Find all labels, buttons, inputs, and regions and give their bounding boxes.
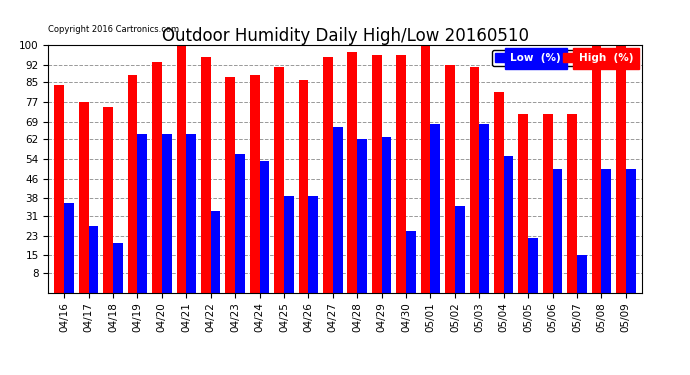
Bar (88, 226, 99, 292)
Bar (113, 243, 123, 292)
Bar (602, 169, 611, 292)
Bar (55, 85, 64, 292)
Bar (152, 62, 162, 292)
Bar (445, 65, 455, 292)
Bar (494, 92, 504, 292)
Bar (201, 57, 210, 292)
Bar (299, 80, 308, 292)
Bar (259, 161, 269, 292)
Bar (274, 67, 284, 292)
Bar (455, 206, 464, 292)
Bar (518, 114, 528, 292)
Bar (284, 196, 294, 292)
Bar (406, 231, 416, 292)
Bar (553, 169, 562, 292)
Bar (480, 124, 489, 292)
Bar (210, 211, 221, 292)
Bar (504, 156, 513, 292)
Bar (382, 136, 391, 292)
Bar (64, 203, 74, 292)
Bar (543, 114, 553, 292)
Bar (128, 75, 137, 292)
Bar (567, 114, 577, 292)
Bar (577, 255, 586, 292)
Bar (421, 45, 431, 292)
Bar (528, 238, 538, 292)
Bar (469, 67, 480, 292)
Bar (162, 134, 172, 292)
Bar (250, 75, 259, 292)
Bar (79, 102, 88, 292)
Bar (333, 127, 342, 292)
Bar (137, 134, 147, 292)
Bar (396, 55, 406, 292)
Bar (186, 134, 196, 292)
Bar (616, 45, 626, 292)
Bar (235, 154, 245, 292)
Text: Copyright 2016 Cartronics.com: Copyright 2016 Cartronics.com (48, 25, 179, 34)
Bar (372, 55, 382, 292)
Bar (104, 107, 113, 292)
Bar (357, 139, 367, 292)
Bar (177, 45, 186, 292)
Bar (226, 77, 235, 292)
Title: Outdoor Humidity Daily High/Low 20160510: Outdoor Humidity Daily High/Low 20160510 (161, 27, 529, 45)
Bar (348, 53, 357, 292)
Legend: Low  (%), High  (%): Low (%), High (%) (492, 50, 636, 66)
Bar (308, 196, 318, 292)
Bar (323, 57, 333, 292)
Bar (626, 169, 635, 292)
Bar (591, 45, 602, 292)
Bar (431, 124, 440, 292)
